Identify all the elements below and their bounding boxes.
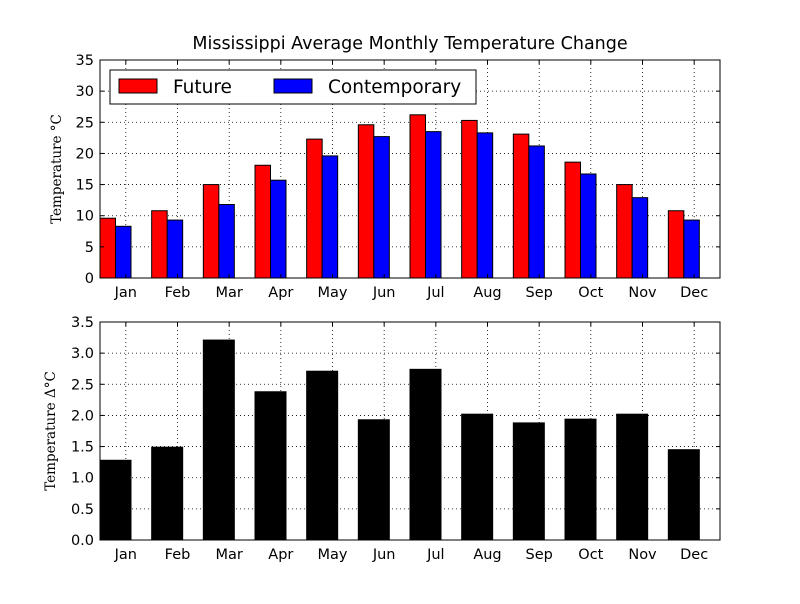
bar-future-jan bbox=[99, 217, 116, 279]
y-tick-label: 2.5 bbox=[71, 377, 94, 393]
chart-title: Mississippi Average Monthly Temperature … bbox=[192, 34, 627, 54]
bar-contemporary-may bbox=[321, 155, 339, 279]
plot-frame bbox=[99, 321, 721, 541]
legend-label-contemporary: Contemporary bbox=[328, 77, 461, 98]
y-tick-label: 1.5 bbox=[71, 440, 94, 456]
y-tick-label: 35 bbox=[76, 53, 94, 69]
plot-frame bbox=[99, 59, 721, 279]
y-tick-label: 0.5 bbox=[71, 502, 94, 518]
x-tick-label: Aug bbox=[473, 285, 501, 301]
bar-delta-mar bbox=[202, 339, 235, 541]
x-tick-label: Mar bbox=[215, 285, 242, 301]
bar-future-sep bbox=[512, 133, 530, 279]
x-tick-label: Jun bbox=[372, 285, 396, 301]
y-tick-label: 10 bbox=[76, 209, 94, 225]
bar-delta-apr bbox=[254, 391, 287, 541]
bar-future-feb bbox=[151, 210, 168, 279]
bar-delta-jul bbox=[409, 368, 442, 541]
x-tick-label: Feb bbox=[165, 547, 191, 563]
x-tick-label: May bbox=[318, 547, 348, 563]
bar-delta-aug bbox=[461, 413, 494, 541]
bar-future-dec bbox=[667, 210, 685, 279]
x-tick-label: Apr bbox=[268, 285, 293, 301]
y-axis-label: Temperature °C bbox=[49, 114, 65, 224]
y-tick-label: 2.0 bbox=[71, 408, 94, 424]
y-tick-label: 25 bbox=[76, 115, 94, 131]
x-tick-label: Aug bbox=[473, 547, 501, 563]
y-tick-label: 30 bbox=[76, 84, 94, 100]
bar-delta-oct bbox=[564, 418, 597, 541]
bar-contemporary-apr bbox=[270, 179, 287, 279]
x-tick-label: Nov bbox=[628, 547, 657, 563]
bar-future-mar bbox=[202, 184, 220, 279]
bar-future-apr bbox=[254, 164, 271, 279]
bar-future-nov bbox=[616, 184, 633, 279]
bar-contemporary-sep bbox=[528, 145, 545, 279]
bar-future-may bbox=[306, 138, 323, 279]
bar-contemporary-jun bbox=[373, 136, 390, 279]
bar-delta-feb bbox=[151, 446, 184, 541]
x-tick-label: Jan bbox=[114, 285, 137, 301]
bar-future-oct bbox=[564, 161, 581, 279]
legend: Future Contemporary bbox=[109, 69, 477, 105]
bar-delta-dec bbox=[667, 449, 700, 541]
x-tick-label: Dec bbox=[680, 547, 708, 563]
bar-delta-sep bbox=[512, 422, 545, 541]
bar-contemporary-oct bbox=[580, 173, 597, 279]
y-tick-label: 1.0 bbox=[71, 471, 94, 487]
x-tick-label: Dec bbox=[680, 285, 708, 301]
x-tick-label: Jan bbox=[114, 547, 137, 563]
bar-delta-nov bbox=[616, 413, 649, 541]
y-axis-label: Temperature Δ°C bbox=[43, 371, 59, 491]
x-tick-label: May bbox=[318, 285, 348, 301]
y-tick-label: 3.0 bbox=[71, 346, 94, 362]
bar-delta-jun bbox=[357, 419, 390, 541]
bar-delta-may bbox=[306, 370, 339, 541]
bar-contemporary-aug bbox=[476, 132, 494, 279]
bar-contemporary-mar bbox=[218, 204, 235, 279]
y-tick-label: 0.0 bbox=[71, 533, 94, 549]
y-tick-label: 15 bbox=[76, 178, 94, 194]
bar-contemporary-nov bbox=[631, 197, 649, 279]
y-tick-label: 5 bbox=[85, 240, 94, 256]
x-tick-label: Jul bbox=[426, 547, 445, 563]
x-tick-label: Jul bbox=[426, 285, 445, 301]
bar-future-aug bbox=[461, 119, 478, 279]
x-tick-label: Sep bbox=[525, 547, 552, 563]
legend-swatch-contemporary bbox=[273, 78, 313, 94]
x-tick-label: Feb bbox=[165, 285, 191, 301]
bar-future-jun bbox=[357, 124, 375, 279]
x-tick-label: Sep bbox=[525, 285, 552, 301]
top-chart: 0 5 10 15 20 25 30 35 Jan Feb Mar Apr May Jun Jul Aug Se… bbox=[49, 53, 721, 301]
bar-contemporary-jul bbox=[425, 131, 442, 279]
y-tick-label: 0 bbox=[85, 271, 94, 287]
x-tick-label: Oct bbox=[578, 547, 603, 563]
bar-contemporary-jan bbox=[115, 225, 132, 279]
bar-future-jul bbox=[409, 114, 426, 279]
x-tick-label: Oct bbox=[578, 285, 603, 301]
x-tick-label: Nov bbox=[628, 285, 657, 301]
x-tick-label: Mar bbox=[215, 547, 242, 563]
x-tick-label: Jun bbox=[372, 547, 396, 563]
legend-swatch-future bbox=[118, 78, 158, 94]
y-tick-label: 3.5 bbox=[71, 315, 94, 331]
legend-label-future: Future bbox=[173, 77, 232, 98]
bottom-chart: 0.0 0.5 1.0 1.5 2.0 2.5 3.0 3.5 Jan Feb Mar Apr May J… bbox=[43, 315, 721, 563]
y-tick-label: 20 bbox=[76, 146, 94, 162]
x-tick-label: Apr bbox=[268, 547, 293, 563]
bar-contemporary-feb bbox=[166, 219, 184, 279]
bar-contemporary-dec bbox=[683, 219, 700, 279]
bar-delta-jan bbox=[99, 459, 132, 541]
